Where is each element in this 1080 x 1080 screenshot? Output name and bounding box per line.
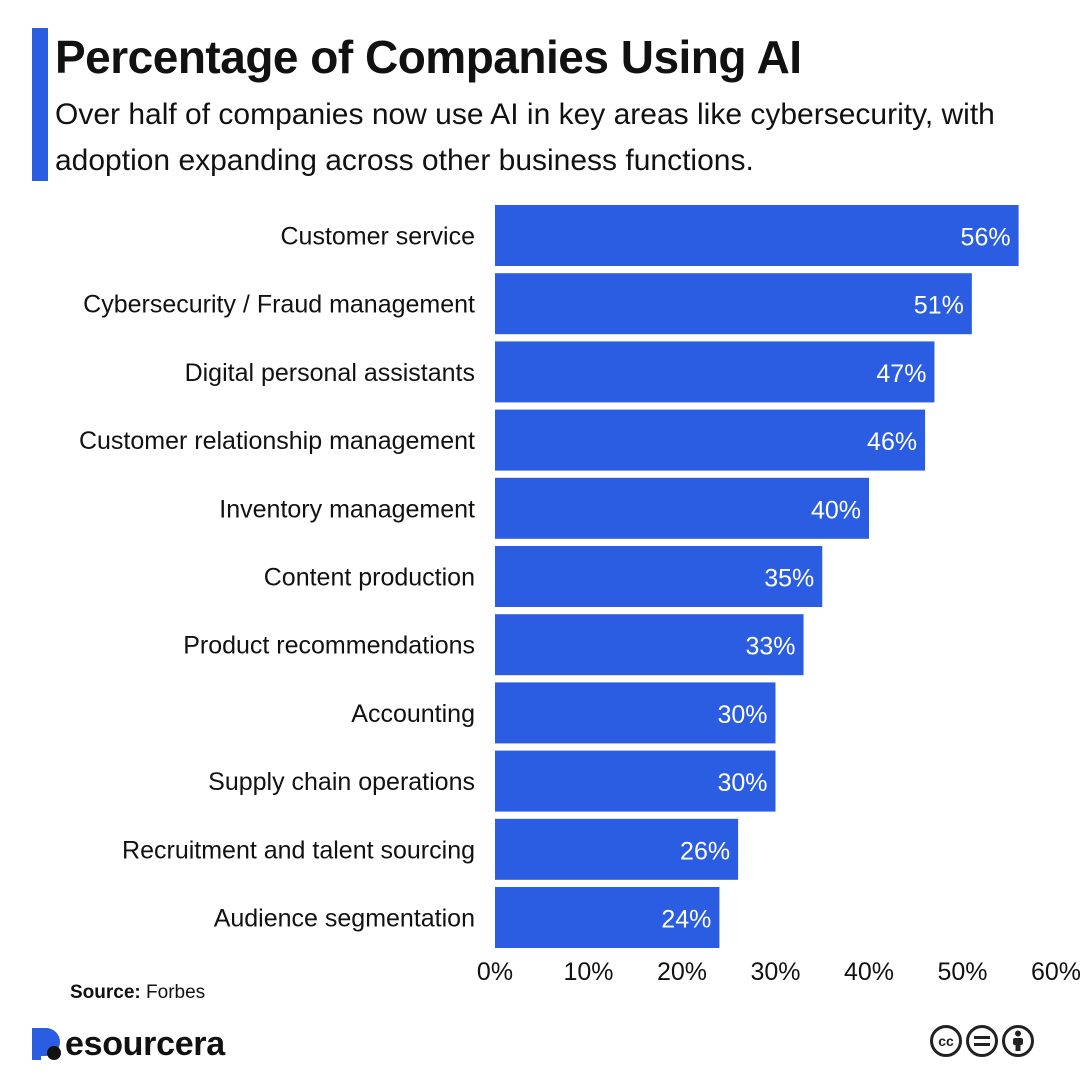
category-label: Product recommendations [183, 632, 475, 660]
category-label: Accounting [351, 700, 475, 728]
bar-value-label: 30% [717, 769, 767, 797]
chart-title: Percentage of Companies Using AI [55, 31, 802, 83]
category-label: Recruitment and talent sourcing [122, 836, 475, 864]
brand-logo[interactable]: esourcera [32, 1024, 225, 1064]
license-badges[interactable]: cc [930, 1025, 1034, 1057]
title-accent-bar [32, 28, 48, 181]
bar-value-label: 33% [746, 633, 796, 661]
bar [495, 546, 823, 607]
bar [495, 887, 720, 948]
x-tick-label: 50% [937, 958, 987, 986]
category-label: Supply chain operations [208, 768, 475, 796]
source-note: Source: Forbes [70, 982, 205, 1004]
bar [495, 682, 776, 744]
bar-value-label: 40% [811, 496, 861, 524]
source-label: Source: [70, 982, 141, 1003]
x-tick-label: 0% [477, 958, 513, 986]
bar-value-label: 35% [764, 565, 814, 593]
category-label: Digital personal assistants [185, 359, 475, 387]
creative-commons-icon: cc [930, 1025, 962, 1057]
chart-subtitle: Over half of companies now use AI in key… [55, 98, 995, 177]
brand-name: esourcera [65, 1024, 225, 1063]
x-tick-label: 60% [1031, 958, 1080, 986]
bar-value-label: 51% [914, 292, 964, 320]
category-label: Cybersecurity / Fraud management [83, 291, 475, 319]
bar [495, 409, 926, 471]
category-label: Customer service [281, 223, 476, 251]
no-derivatives-icon [966, 1025, 998, 1057]
bar [495, 273, 972, 335]
bar [495, 614, 804, 676]
bar-value-label: 56% [961, 224, 1011, 252]
x-tick-label: 10% [563, 958, 613, 986]
bar [495, 205, 1019, 266]
bar [495, 477, 869, 539]
resourcera-r-logo-icon [32, 1028, 61, 1060]
category-label: Customer relationship management [79, 427, 475, 455]
bar [495, 750, 776, 812]
category-label: Content production [264, 564, 475, 592]
cc-text: cc [938, 1033, 954, 1049]
x-tick-label: 40% [844, 958, 894, 986]
bar-value-label: 30% [717, 701, 767, 729]
bar [495, 818, 739, 880]
x-tick-label: 20% [657, 958, 707, 986]
x-tick-label: 30% [750, 958, 800, 986]
bar-value-label: 26% [680, 837, 730, 865]
bar [495, 341, 935, 403]
bar-value-label: 47% [876, 360, 926, 388]
category-label: Audience segmentation [214, 905, 475, 933]
category-label: Inventory management [219, 495, 475, 523]
bar-value-label: 46% [867, 428, 917, 456]
source-value: Forbes [146, 982, 206, 1003]
attribution-icon [1002, 1025, 1034, 1057]
bar-value-label: 24% [661, 906, 711, 934]
bar-chart: Customer service 56% Cybersecurity / Fraud… [79, 205, 1080, 986]
